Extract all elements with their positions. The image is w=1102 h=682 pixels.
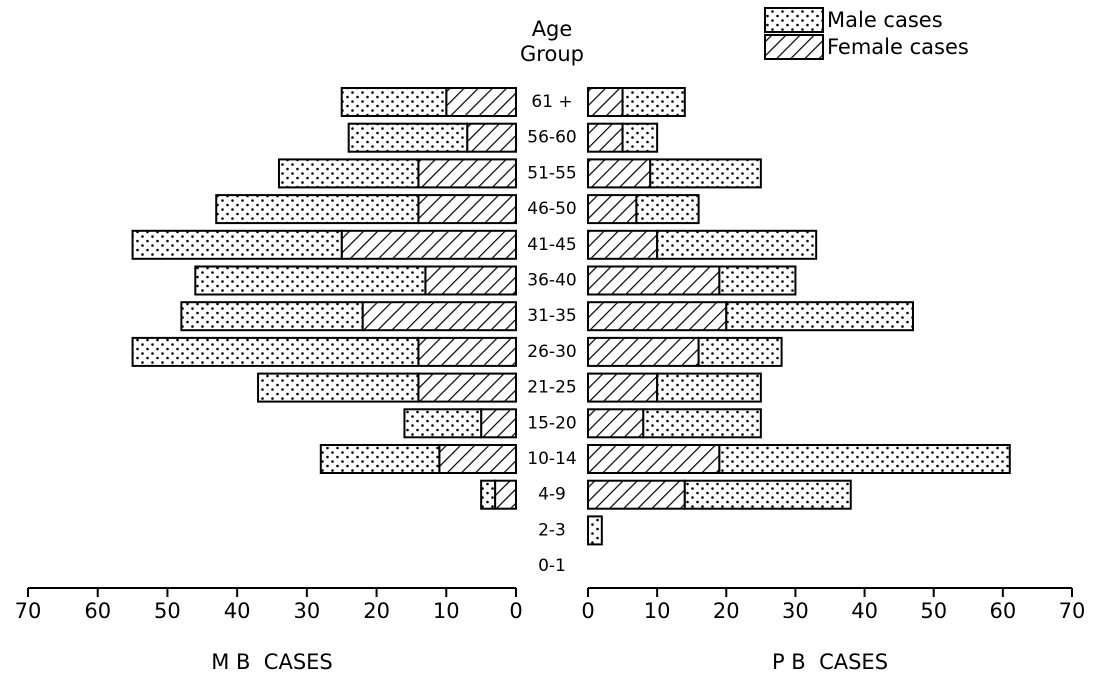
bar [587, 194, 638, 225]
bar [697, 336, 783, 367]
x-tick-label: 10 [433, 599, 460, 623]
bar [587, 265, 721, 296]
y-tick-label: 56-60 [527, 128, 576, 148]
x-tick-label: 60 [84, 599, 111, 623]
bar [131, 336, 420, 367]
x-tick-label: 50 [920, 599, 947, 623]
bar [635, 194, 700, 225]
y-tick-label: 10-14 [527, 449, 576, 469]
bar [340, 229, 518, 260]
bar [718, 444, 1011, 474]
bar [656, 229, 818, 260]
bar [480, 479, 497, 510]
bar [656, 372, 762, 403]
legend-label: Male cases [827, 8, 943, 32]
y-tick-label: 41-45 [527, 235, 576, 255]
x-tick-label: 20 [713, 599, 740, 623]
bar [417, 372, 517, 403]
x-tick-label: 40 [851, 599, 878, 623]
x-tick-label: 30 [782, 599, 809, 623]
bar [340, 87, 448, 117]
bar [587, 229, 659, 260]
x-axis-title: M B CASES [211, 650, 333, 674]
bar [587, 515, 603, 546]
y-tick-label: 46-50 [527, 199, 576, 219]
bar [587, 444, 721, 474]
bar [445, 87, 517, 117]
bar [587, 87, 624, 117]
bar [587, 372, 659, 403]
y-tick-label: 2-3 [538, 520, 566, 540]
bar [725, 301, 914, 332]
y-tick-label: 4-9 [538, 485, 566, 505]
bar [587, 408, 645, 439]
bar [621, 122, 659, 153]
legend-swatch [764, 34, 824, 60]
x-tick-label: 10 [644, 599, 671, 623]
bar [438, 444, 518, 474]
bar [649, 158, 762, 189]
y-axis-title: Age Group [520, 17, 584, 66]
x-tick-label: 50 [154, 599, 181, 623]
bar [494, 479, 518, 510]
bar [417, 194, 517, 225]
x-tick-label: 0 [509, 599, 522, 623]
bar [587, 479, 686, 510]
bar [424, 265, 517, 296]
x-tick-label: 20 [363, 599, 390, 623]
bar [718, 265, 797, 296]
bar [417, 158, 517, 189]
legend-swatch [764, 7, 824, 33]
bar [466, 122, 518, 153]
bar [131, 229, 343, 260]
bar [587, 122, 624, 153]
x-tick-label: 0 [581, 599, 594, 623]
bar [683, 479, 852, 510]
bar [403, 408, 483, 439]
bar [417, 336, 517, 367]
x-axis-title: P B CASES [772, 650, 888, 674]
bar [587, 158, 652, 189]
bar [215, 194, 420, 225]
y-tick-label: 21-25 [527, 378, 576, 398]
x-tick-label: 60 [989, 599, 1016, 623]
bar [194, 265, 427, 296]
bar [587, 336, 700, 367]
y-tick-label: 26-30 [527, 342, 576, 362]
legend-label: Female cases [827, 35, 969, 59]
bar [587, 301, 728, 332]
bar [277, 158, 420, 189]
y-tick-label: 61 + [531, 92, 572, 112]
bar [319, 444, 441, 474]
bar [361, 301, 517, 332]
y-tick-label: 15-20 [527, 413, 576, 433]
y-tick-label: 36-40 [527, 271, 576, 291]
bar [257, 372, 420, 403]
bar [480, 408, 517, 439]
x-tick-label: 30 [293, 599, 320, 623]
x-tick-label: 40 [224, 599, 251, 623]
bar [642, 408, 762, 439]
bar [180, 301, 364, 332]
bar [621, 87, 686, 117]
x-tick-label: 70 [1059, 599, 1086, 623]
y-tick-label: 0-1 [538, 556, 566, 576]
bar [347, 122, 469, 153]
y-tick-label: 31-35 [527, 306, 576, 326]
x-tick-label: 70 [15, 599, 42, 623]
y-tick-label: 51-55 [527, 163, 576, 183]
